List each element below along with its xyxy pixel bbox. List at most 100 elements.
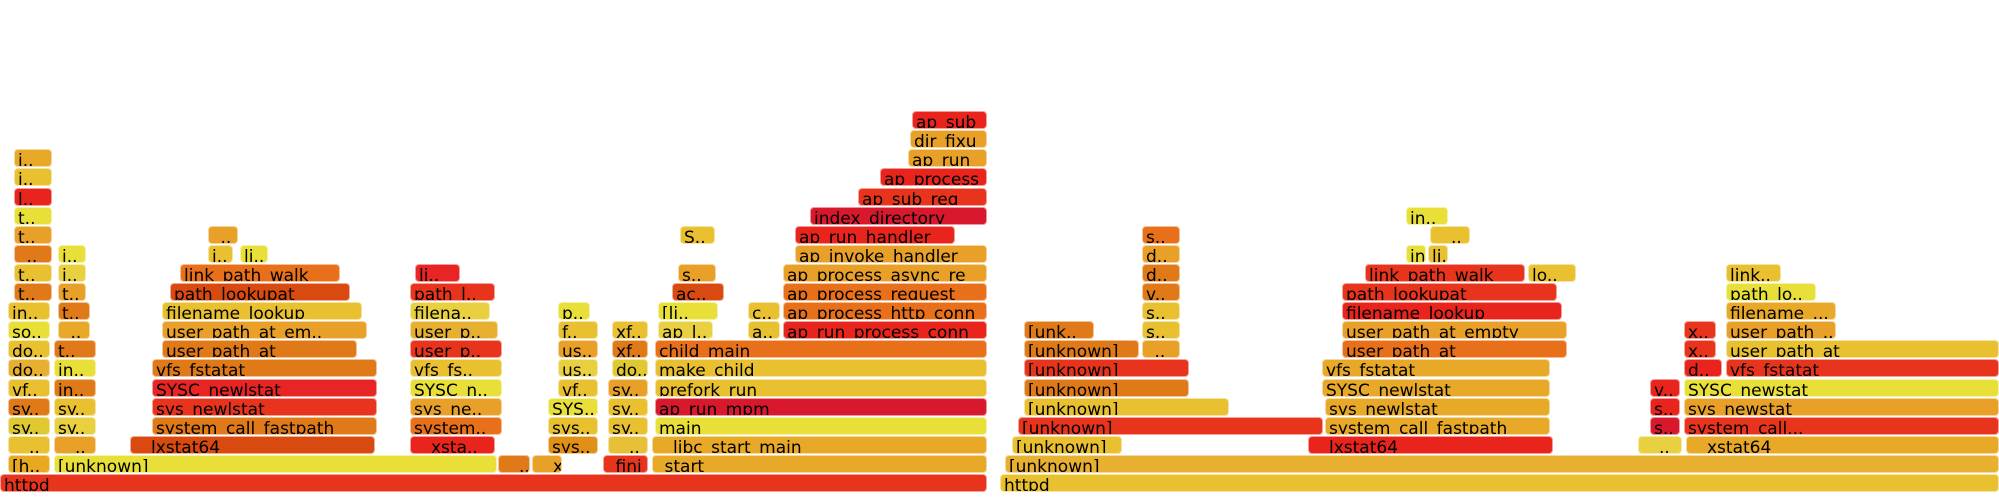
flame-frame[interactable]: [h.. (8, 454, 50, 473)
flame-frame[interactable]: t.. (14, 263, 52, 282)
flame-frame[interactable]: main (655, 416, 987, 435)
flame-frame[interactable]: SYSC_newstat (1684, 378, 1999, 397)
flame-frame[interactable]: child_main (655, 340, 987, 359)
flame-frame[interactable]: link_path_walk (180, 263, 340, 282)
flame-frame[interactable]: __xstat64 (1686, 435, 1999, 454)
flame-frame[interactable]: s.. (1142, 302, 1180, 321)
flame-frame[interactable]: [unknown] (54, 454, 497, 473)
flame-frame[interactable]: path_lookupat (1342, 283, 1557, 301)
flame-frame[interactable]: user_path_... (1726, 321, 1836, 340)
flame-frame[interactable]: prefork_run (655, 378, 987, 397)
flame-frame[interactable]: v.. (1650, 378, 1680, 397)
flame-frame[interactable]: vfs_fs.. (410, 359, 502, 378)
flame-frame[interactable]: in.. (1406, 206, 1448, 225)
flame-frame[interactable]: vfs_fstatat (1726, 359, 1999, 378)
flame-frame[interactable]: i.. (14, 149, 52, 168)
flame-frame[interactable]: ap_process_request (783, 283, 987, 301)
flame-frame[interactable]: t.. (14, 283, 52, 301)
flame-frame[interactable]: sys_newlstat (1325, 397, 1550, 416)
flame-frame[interactable]: i.. (58, 244, 86, 263)
flame-frame[interactable]: httpd (1000, 474, 1999, 492)
flame-frame[interactable]: li.. (1428, 244, 1448, 263)
flame-frame[interactable]: a.. (748, 321, 780, 340)
flame-frame[interactable]: ap_l.. (658, 321, 713, 340)
flame-frame[interactable]: user_path_at_empty (1342, 321, 1567, 340)
flame-frame[interactable]: ap_process (880, 168, 987, 187)
flame-frame[interactable]: path_lo.. (1726, 283, 1816, 301)
flame-frame[interactable]: do.. (612, 359, 648, 378)
flame-frame[interactable]: filename_lookup (162, 302, 362, 321)
flame-frame[interactable]: sys.. (548, 416, 598, 435)
flame-frame[interactable]: [unk.. (1024, 321, 1094, 340)
flame-frame[interactable]: path_l.. (410, 283, 495, 301)
flame-frame[interactable]: vf.. (558, 378, 598, 397)
flame-frame[interactable]: i.. (14, 168, 52, 187)
flame-frame[interactable]: link_path_walk (1365, 263, 1525, 282)
flame-frame[interactable]: user_path_at (162, 340, 357, 359)
flame-frame[interactable]: sy.. (8, 416, 50, 435)
flame-frame[interactable]: [unknown] (1012, 435, 1122, 454)
flame-frame[interactable]: s.. (1650, 416, 1680, 435)
flame-frame[interactable]: sy.. (608, 397, 648, 416)
flame-frame[interactable]: S.. (680, 225, 715, 244)
flame-frame[interactable]: xf.. (612, 340, 648, 359)
flame-frame[interactable]: httpd (0, 474, 987, 492)
flame-frame[interactable]: __xsta.. (410, 435, 495, 454)
flame-frame[interactable]: c.. (748, 302, 780, 321)
flame-frame[interactable]: _fini (603, 454, 648, 473)
flame-frame[interactable]: ac.. (672, 283, 724, 301)
flame-frame[interactable]: filename_... (1726, 302, 1836, 321)
flame-frame[interactable]: __.. (1638, 435, 1682, 454)
flame-frame[interactable]: [unknown] (1018, 416, 1323, 435)
flame-frame[interactable]: ap_sub (912, 111, 987, 130)
flame-frame[interactable]: ap_process_http_conn (783, 302, 987, 321)
flame-frame[interactable]: __x.. (532, 454, 562, 473)
flame-frame[interactable]: s.. (1650, 397, 1680, 416)
flame-frame[interactable]: [unknown] (1024, 397, 1229, 416)
flame-frame[interactable]: t.. (54, 340, 96, 359)
flame-frame[interactable]: __lxstat64 (130, 435, 375, 454)
flame-frame[interactable]: in.. (1406, 244, 1426, 263)
flame-frame[interactable]: user_p.. (410, 321, 498, 340)
flame-frame[interactable]: vf.. (8, 378, 50, 397)
flame-frame[interactable]: do.. (8, 340, 50, 359)
flame-frame[interactable]: sy.. (54, 416, 96, 435)
flame-frame[interactable]: vfs_fstatat (1322, 359, 1550, 378)
flame-frame[interactable]: link.. (1726, 263, 1781, 282)
flame-frame[interactable]: __.. (608, 435, 648, 454)
flame-frame[interactable]: [li.. (658, 302, 718, 321)
flame-frame[interactable]: user_p.. (410, 340, 502, 359)
flame-frame[interactable]: do.. (8, 359, 50, 378)
flame-frame[interactable]: s.. (1142, 321, 1180, 340)
flame-frame[interactable]: [unknown] (1024, 378, 1189, 397)
flame-frame[interactable]: _.. (1142, 340, 1180, 359)
flame-frame[interactable]: index_directory (810, 206, 987, 225)
flame-frame[interactable]: t.. (14, 225, 52, 244)
flame-frame[interactable]: so.. (8, 321, 50, 340)
flame-frame[interactable]: [unknown] (1005, 454, 1999, 473)
flame-frame[interactable]: _.. (208, 225, 238, 244)
flame-frame[interactable]: SYS.. (548, 397, 598, 416)
flame-frame[interactable]: l.. (14, 187, 52, 206)
flame-frame[interactable]: d.. (1142, 244, 1180, 263)
flame-frame[interactable]: system_call_fastpath (152, 416, 377, 435)
flame-frame[interactable]: __.. (54, 435, 96, 454)
flame-frame[interactable]: __lxstat64 (1308, 435, 1553, 454)
flame-frame[interactable]: ap_run_ (908, 149, 987, 168)
flame-frame[interactable]: x.. (1684, 321, 1716, 340)
flame-frame[interactable]: ap_run_mpm (655, 397, 987, 416)
flame-frame[interactable]: us.. (558, 340, 598, 359)
flame-frame[interactable]: in.. (54, 378, 96, 397)
flame-frame[interactable]: lo.. (1528, 263, 1576, 282)
flame-frame[interactable]: x.. (1684, 340, 1716, 359)
flame-frame[interactable]: v.. (1142, 283, 1180, 301)
flame-frame[interactable]: sys.. (548, 435, 598, 454)
flame-frame[interactable]: __.. (1430, 225, 1470, 244)
flame-frame[interactable]: in.. (54, 359, 96, 378)
flame-frame[interactable]: ap_run_process_conn (783, 321, 987, 340)
flame-frame[interactable]: d.. (1142, 263, 1180, 282)
flame-frame[interactable]: sy.. (8, 397, 50, 416)
flame-frame[interactable]: ap_process_async_re (783, 263, 987, 282)
flame-frame[interactable]: in.. (8, 302, 50, 321)
flame-frame[interactable]: user_path_at_em.. (162, 321, 367, 340)
